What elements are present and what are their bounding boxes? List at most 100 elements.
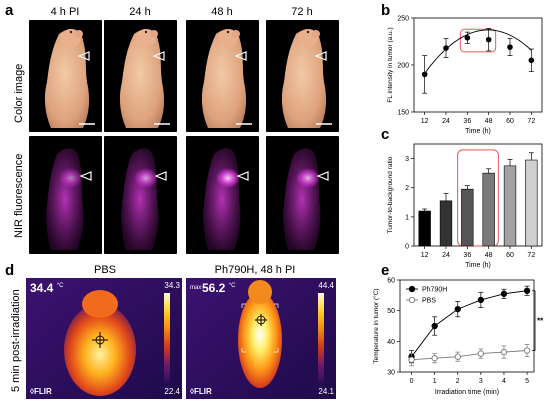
row-label-nir-fluorescence: NIR fluorescence bbox=[13, 153, 25, 238]
scale-min-pbs: 22.4 bbox=[164, 387, 180, 396]
nir-fluorescence-tile bbox=[186, 136, 259, 254]
x-tick-label: 72 bbox=[527, 118, 535, 125]
x-tick-label: 1 bbox=[433, 378, 437, 385]
scale-max-ph790h: 44.4 bbox=[318, 281, 334, 290]
fl-intensity-chart: 150 200 250 12 24 36 48 60 72 Time (h) FL intensit… bbox=[387, 16, 543, 135]
y-tick-label: 30 bbox=[387, 370, 395, 377]
column-label-24h: 24 h bbox=[129, 6, 151, 18]
x-tick-label: 60 bbox=[506, 252, 514, 259]
x-tick-label: 5 bbox=[525, 378, 529, 385]
legend-label: PBS bbox=[422, 298, 436, 305]
bar bbox=[482, 172, 495, 247]
x-tick-label: 24 bbox=[442, 118, 450, 125]
column-label-ph790h: Ph790H, 48 h PI bbox=[214, 264, 296, 276]
x-tick-label: 3 bbox=[479, 378, 483, 385]
data-point bbox=[431, 322, 438, 330]
thermal-image-pbs: 34.4 °C 34.3 22.4 ◊FLIR bbox=[26, 278, 182, 399]
x-axis-label: Irradiation time (min) bbox=[435, 389, 499, 396]
x-tick-label: 36 bbox=[463, 252, 471, 259]
nir-fluorescence-tile bbox=[266, 136, 339, 254]
series-line bbox=[411, 350, 528, 361]
y-tick-label: 2 bbox=[405, 185, 409, 192]
data-point bbox=[421, 71, 428, 78]
x-tick-label: 2 bbox=[456, 378, 460, 385]
data-point bbox=[485, 36, 492, 43]
thermal-mouse-ph790h bbox=[186, 278, 336, 399]
thermal-temp-pbs: 34.4 °C bbox=[30, 281, 64, 295]
y-tick-label: 250 bbox=[397, 16, 409, 23]
x-tick-label: 36 bbox=[463, 118, 471, 125]
column-label-72h: 72 h bbox=[291, 6, 313, 18]
legend-marker bbox=[408, 296, 416, 304]
data-point bbox=[528, 57, 535, 64]
data-point bbox=[477, 296, 485, 304]
y-tick-label: 3 bbox=[405, 156, 409, 163]
data-point bbox=[523, 347, 531, 354]
column-label-4h: 4 h PI bbox=[50, 6, 80, 18]
data-point bbox=[477, 350, 485, 357]
legend-marker bbox=[408, 285, 416, 293]
panel-letter-a: a bbox=[5, 2, 14, 19]
y-tick-label: 200 bbox=[397, 63, 409, 70]
color-image-tile bbox=[266, 20, 339, 132]
x-tick-label: 48 bbox=[485, 252, 493, 259]
nir-fluorescence-tile bbox=[29, 136, 102, 254]
x-tick-label: 72 bbox=[527, 252, 535, 259]
legend-label: Ph790H bbox=[422, 287, 447, 294]
bar bbox=[461, 188, 474, 247]
highlight-box bbox=[457, 149, 499, 247]
thermal-max-label: max bbox=[190, 285, 202, 291]
x-tick-label: 24 bbox=[442, 252, 450, 259]
bar bbox=[439, 200, 453, 247]
color-image-tile bbox=[104, 20, 177, 132]
x-tick-label: 12 bbox=[421, 118, 429, 125]
data-point bbox=[500, 348, 508, 356]
y-axis-label: Tumor-to-background ratio bbox=[387, 156, 394, 233]
y-axis-label: FL intensity in tumor (a.u.) bbox=[387, 27, 394, 102]
x-tick-label: 12 bbox=[421, 252, 429, 259]
data-point bbox=[507, 44, 513, 50]
series-line bbox=[411, 290, 528, 357]
bar bbox=[503, 165, 517, 247]
data-point bbox=[464, 34, 471, 41]
data-point bbox=[454, 305, 461, 313]
panel-letter-d: d bbox=[5, 262, 15, 279]
data-point bbox=[454, 353, 461, 360]
temperature-chart: 30 40 50 60 0 1 2 3 4 5 Irradiation time (min) Temp… bbox=[372, 278, 544, 397]
thermal-colorbar-ph790h bbox=[318, 293, 324, 383]
flir-logo-ph790h: ◊FLIR bbox=[190, 387, 212, 396]
x-axis-label: Time (h) bbox=[465, 262, 491, 269]
x-tick-label: 0 bbox=[410, 378, 414, 385]
y-tick-label: 40 bbox=[387, 339, 395, 346]
nir-fluorescence-tile bbox=[104, 136, 177, 254]
plot-frame bbox=[413, 17, 543, 113]
panel-letter-e: e bbox=[381, 262, 390, 279]
data-point bbox=[408, 356, 415, 363]
significance-bracket bbox=[532, 290, 536, 351]
thermal-mouse-pbs bbox=[26, 278, 182, 399]
panel-letter-b: b bbox=[381, 2, 391, 19]
scale-min-ph790h: 24.1 bbox=[318, 387, 334, 396]
bar bbox=[525, 159, 538, 247]
bar bbox=[418, 210, 431, 247]
thermal-temp-ph790h: 56.2 °C bbox=[202, 281, 236, 295]
data-point bbox=[431, 355, 438, 362]
thermal-image-ph790h: max 56.2 °C 44.4 24.1 ◊FLIR bbox=[186, 278, 336, 399]
scale-max-pbs: 34.3 bbox=[164, 281, 180, 290]
data-point bbox=[500, 290, 508, 297]
x-axis-label: Time (h) bbox=[465, 128, 491, 135]
data-point bbox=[523, 287, 531, 294]
thermal-colorbar-pbs bbox=[164, 293, 170, 383]
y-tick-label: 50 bbox=[387, 308, 395, 315]
fit-curve bbox=[424, 29, 532, 74]
x-tick-label: 4 bbox=[502, 378, 506, 385]
significance-label: ** bbox=[537, 317, 544, 326]
y-axis-label: Temperature in tumor (°C) bbox=[372, 288, 380, 363]
color-image-tile bbox=[29, 20, 102, 132]
plot-frame bbox=[399, 279, 535, 373]
y-tick-label: 1 bbox=[405, 214, 409, 221]
highlight-box bbox=[459, 28, 497, 53]
panel-letter-c: c bbox=[381, 126, 390, 143]
data-point bbox=[443, 45, 449, 51]
y-tick-label: 0 bbox=[405, 244, 409, 251]
